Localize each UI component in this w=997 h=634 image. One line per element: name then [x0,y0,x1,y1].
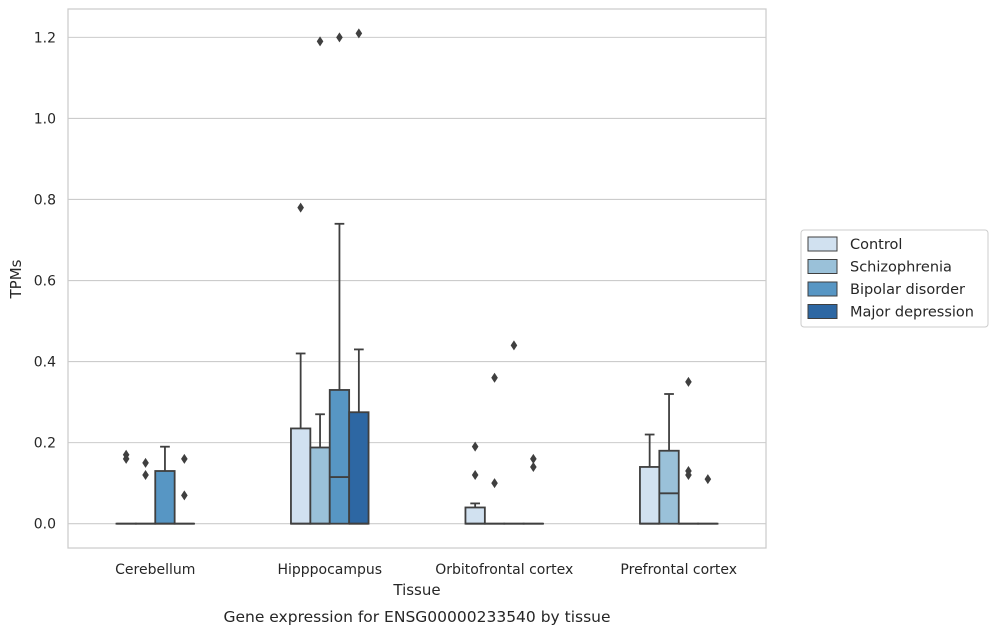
outlier-point [471,470,479,481]
box-1-0 [134,457,157,525]
box-0-2 [464,441,486,525]
x-axis-title: Tissue [392,581,440,599]
y-tick-label: 0.8 [34,192,56,208]
box-2-2 [503,340,525,525]
box-3-3 [697,474,719,525]
box-body [348,411,370,525]
box-1-2 [483,372,506,525]
box-3-0 [173,453,195,525]
box-1-3 [658,393,680,525]
box-body [464,506,486,525]
outlier-point [491,478,498,489]
y-tick-label: 0.4 [34,355,56,371]
box-2-0 [154,445,176,525]
y-tick-label: 0.2 [34,436,56,452]
grid-lines [68,36,766,525]
legend-items: Control Schizophrenia Bipolar disorder Majo… [807,236,974,321]
outlier-point [142,457,149,468]
legend-label: Schizophrenia [850,260,952,276]
outlier-point [336,32,343,43]
y-tick-label: 0.6 [34,274,56,290]
box-body [309,446,331,525]
y-tick-label: 1.0 [34,111,56,127]
outlier-point [685,470,692,481]
outlier-point [530,461,537,472]
x-tick-label: Prefrontal cortex [620,562,737,578]
box-plot-series [115,28,719,525]
legend-swatch [807,304,838,319]
box-3-2 [522,453,544,525]
outlier-point [685,376,692,387]
outlier-point [181,490,188,501]
box-body [154,470,176,525]
box-2-1 [328,32,351,525]
box-0-0 [115,449,137,525]
legend-label: Control [850,237,902,253]
legend-swatch [807,259,838,274]
box-body [658,449,680,525]
x-tick-label: Hipppocampus [277,562,382,578]
box-3-1 [348,28,370,525]
outlier-point [316,36,324,47]
x-tick-label: Orbitofrontal cortex [435,562,573,578]
box-body [639,466,661,525]
y-tick-label: 1.2 [34,30,56,46]
outlier-point [510,340,518,351]
outlier-point [355,28,363,39]
box-2-3 [677,376,700,525]
plot-area-frame [67,8,767,549]
box-0-3 [639,433,661,525]
outlier-point [122,453,130,464]
outlier-point [471,441,479,452]
legend-frame [800,229,989,328]
outlier-point [297,202,304,213]
chart-caption: Gene expression for ENSG00000233540 by t… [223,608,610,626]
box-body [290,427,312,525]
x-tick-label: Cerebellum [115,562,195,578]
outlier-point [181,453,188,464]
y-tick-labels: 0.0 0.2 0.4 0.6 0.8 1.0 1.2 [34,30,56,532]
y-axis-title: TPMs [7,259,25,299]
legend: Control Schizophrenia Bipolar disorder Majo… [800,229,989,328]
legend-label: Major depression [850,305,974,321]
outlier-point [142,470,149,481]
outlier-point [491,372,498,383]
outlier-point [530,453,537,464]
box-0-1 [290,202,312,525]
legend-swatch [807,281,838,297]
legend-swatch [807,236,838,252]
box-body [328,389,351,525]
x-tick-labels: Cerebellum Hipppocampus Orbitofrontal cort… [115,562,737,578]
y-tick-label: 0.0 [34,517,56,533]
legend-label: Bipolar disorder [850,282,965,298]
outlier-point [704,474,712,485]
